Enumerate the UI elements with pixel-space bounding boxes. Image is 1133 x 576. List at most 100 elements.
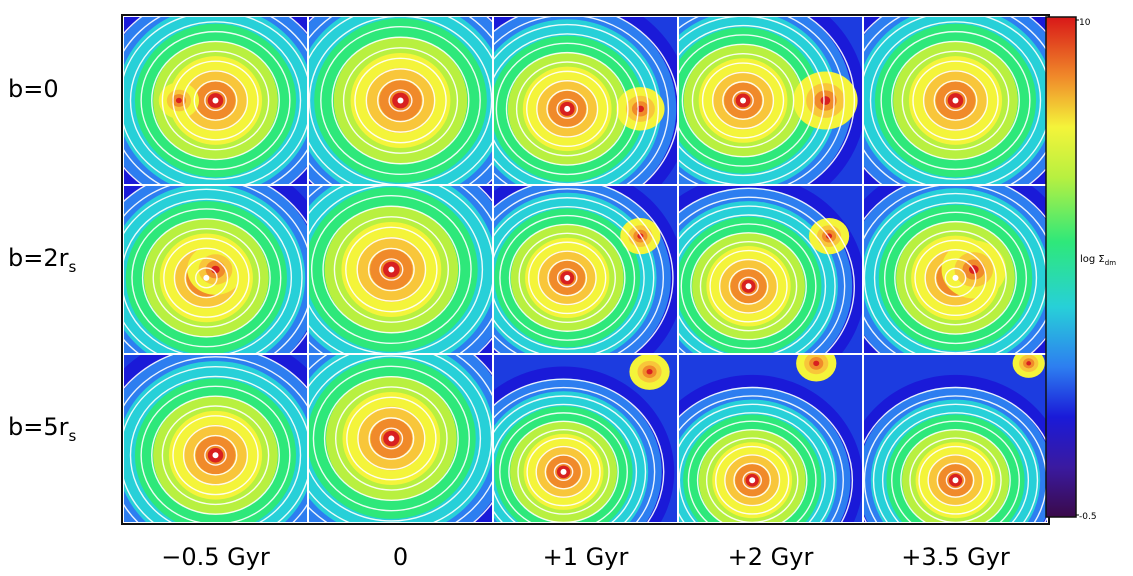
contour-line (526, 437, 601, 507)
contour-line (528, 241, 607, 315)
contour-line (918, 445, 993, 515)
contour-line (891, 40, 1020, 161)
contour-line (909, 437, 1002, 522)
panel-r0-c0 (124, 17, 307, 184)
contour-line (310, 195, 472, 344)
contour-line (173, 247, 239, 309)
contour-line (891, 420, 1020, 522)
column-label: 0 (393, 543, 408, 571)
contour-line (152, 227, 261, 328)
contour-line (140, 30, 291, 171)
contour-line (546, 89, 589, 129)
contour-line (172, 415, 259, 496)
contour-line (508, 420, 619, 522)
contour-line (536, 80, 599, 138)
contour-line (494, 403, 638, 522)
contour-line (679, 403, 835, 522)
contour-line (922, 70, 989, 131)
contour-line (681, 43, 805, 158)
contour-line (864, 386, 1047, 522)
contour-line (124, 365, 307, 522)
contour-line (872, 403, 1039, 522)
contour-line (124, 198, 293, 353)
contour-line (161, 405, 270, 506)
panel-r1-c2 (494, 186, 677, 353)
center-marker (952, 274, 959, 281)
center-marker (749, 477, 756, 484)
contour-line (182, 70, 249, 131)
center-marker (564, 274, 571, 281)
contour-line (679, 34, 815, 167)
colorbar: 10 -0.5 log Σdm (1045, 16, 1116, 522)
contour-line (323, 375, 459, 502)
contour-line (494, 23, 659, 184)
center-marker (952, 97, 959, 104)
contour-line (732, 90, 754, 111)
contour-line (556, 98, 579, 119)
column-label: +2 Gyr (728, 543, 814, 571)
contour-line (537, 250, 597, 306)
contour-line (901, 50, 1010, 151)
contour-line (679, 386, 854, 522)
row-label: b=2rs (8, 244, 76, 276)
contour-line (365, 68, 436, 133)
contour-line (379, 258, 404, 281)
center-marker (203, 274, 210, 281)
contour-line (141, 218, 271, 338)
contour-line (742, 471, 763, 490)
column-label: +1 Gyr (543, 543, 629, 571)
contour-line (927, 454, 984, 507)
colorbar-gradient (1045, 16, 1077, 518)
contour-line (131, 208, 282, 348)
contour-line (738, 276, 759, 296)
contour-line (679, 196, 846, 353)
contour-line (679, 24, 825, 177)
contour-line (699, 240, 798, 332)
contour-line (934, 258, 977, 298)
contour-line (944, 89, 967, 112)
contour-line (151, 395, 280, 515)
contour-line (129, 21, 302, 180)
panel-r2-c0 (124, 355, 307, 522)
contour-line (696, 428, 808, 522)
contour-line (345, 226, 438, 313)
contour-line (494, 205, 645, 350)
contour-line (724, 454, 781, 507)
contour-line (163, 237, 250, 318)
contour-line (680, 223, 817, 350)
contour-line (517, 429, 610, 515)
contour-line (924, 249, 987, 307)
contour-line (944, 267, 967, 288)
center-marker (397, 97, 404, 104)
contour-line (346, 396, 437, 481)
contour-line (494, 386, 656, 522)
panel-r0-c4 (864, 17, 1047, 184)
secondary-peak (820, 96, 831, 105)
contour-line (690, 232, 807, 341)
contour-line (377, 78, 424, 123)
contour-line (124, 356, 307, 522)
secondary-peak (813, 360, 820, 367)
contour-line (701, 62, 785, 139)
contour-line (679, 412, 826, 522)
contour-line (354, 57, 447, 144)
contour-line (914, 239, 997, 317)
panel-r0-c1 (309, 17, 492, 184)
contour-line (334, 386, 448, 491)
contour-line (679, 205, 836, 353)
contour-line (553, 462, 574, 482)
row-label: b=0 (8, 75, 59, 103)
contour-line (912, 60, 999, 141)
contour-line (367, 247, 415, 292)
contour-line (184, 257, 229, 299)
center-marker (952, 477, 959, 484)
contour-line (309, 17, 492, 184)
contour-line (204, 444, 227, 466)
secondary-peak (175, 97, 182, 104)
colorbar-label: log Σdm (1080, 254, 1116, 267)
contour-line (494, 197, 655, 353)
colorbar-bottom-tick: -0.5 (1079, 512, 1097, 522)
contour-line (715, 445, 790, 515)
panel-r2-c1 (309, 355, 492, 522)
